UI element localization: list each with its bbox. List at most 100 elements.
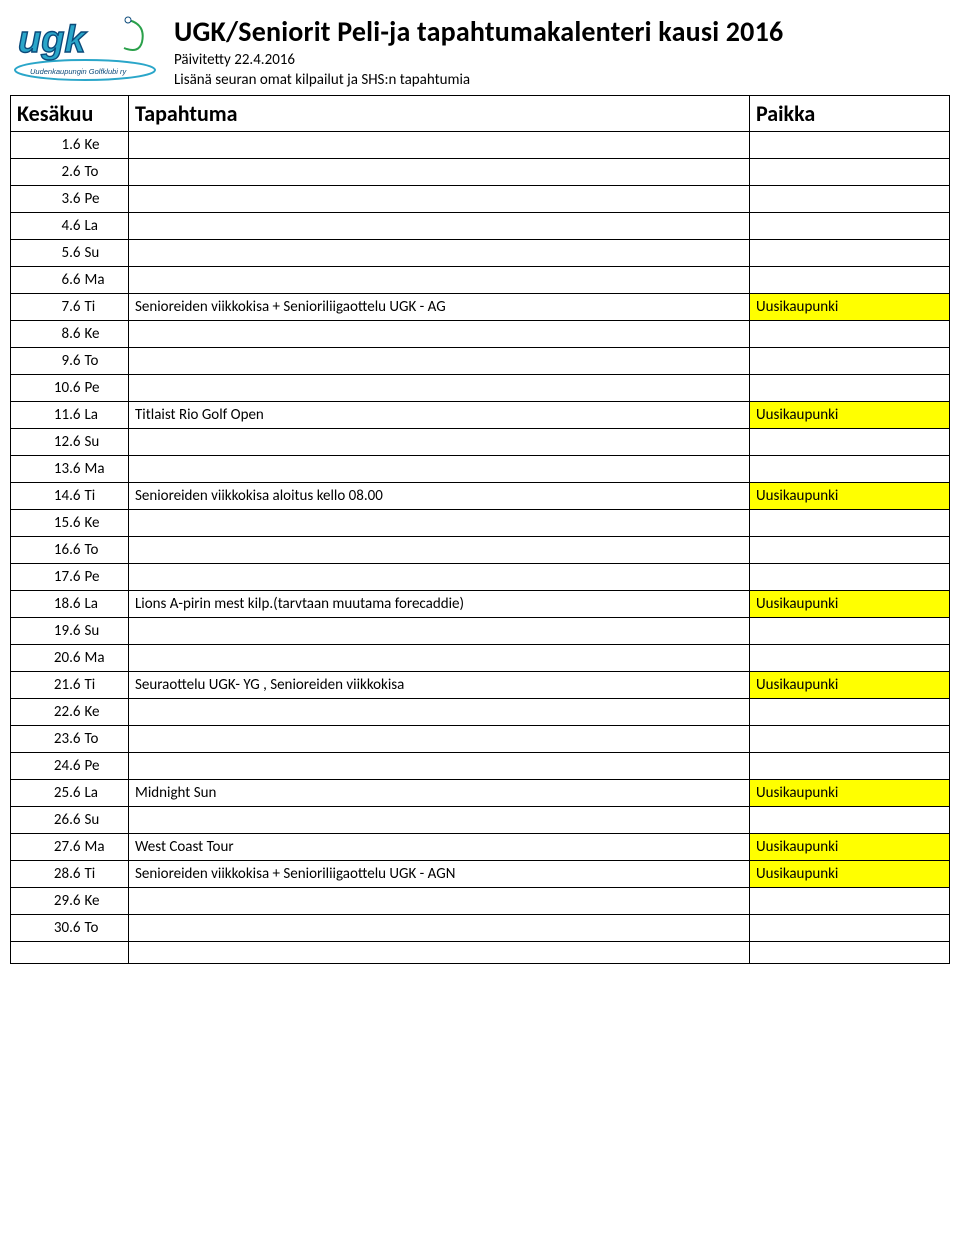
cell-event — [129, 132, 750, 159]
updated-line: Päivitetty 22.4.2016 — [174, 51, 950, 69]
cell-place — [750, 132, 950, 159]
table-row: 18.6LaLions A-pirin mest kilp.(tarvtaan … — [11, 591, 950, 618]
cell-day — [83, 942, 129, 964]
cell-day: Su — [83, 429, 129, 456]
cell-date: 9.6 — [11, 348, 83, 375]
cell-event: Titlaist Rio Golf Open — [129, 402, 750, 429]
cell-date: 24.6 — [11, 753, 83, 780]
cell-day: Ke — [83, 321, 129, 348]
cell-place — [750, 645, 950, 672]
cell-date: 20.6 — [11, 645, 83, 672]
cell-event — [129, 537, 750, 564]
cell-place — [750, 321, 950, 348]
cell-place — [750, 186, 950, 213]
cell-event: Midnight Sun — [129, 780, 750, 807]
cell-day: Su — [83, 618, 129, 645]
cell-day: Ke — [83, 510, 129, 537]
cell-date: 25.6 — [11, 780, 83, 807]
table-row: 9.6To — [11, 348, 950, 375]
cell-day: Ke — [83, 132, 129, 159]
cell-event: Seuraottelu UGK- YG , Senioreiden viikko… — [129, 672, 750, 699]
cell-event — [129, 942, 750, 964]
logo-sub: Uudenkaupungin Golfklubi ry — [30, 67, 128, 76]
cell-event — [129, 699, 750, 726]
cell-date — [11, 942, 83, 964]
cell-day: Ti — [83, 861, 129, 888]
cell-place — [750, 915, 950, 942]
table-row: 7.6TiSenioreiden viikkokisa + Seniorilii… — [11, 294, 950, 321]
cell-event — [129, 915, 750, 942]
table-row: 6.6Ma — [11, 267, 950, 294]
cell-place — [750, 753, 950, 780]
cell-place: Uusikaupunki — [750, 780, 950, 807]
cell-place — [750, 429, 950, 456]
cell-place — [750, 240, 950, 267]
cell-date: 6.6 — [11, 267, 83, 294]
note-line: Lisänä seuran omat kilpailut ja SHS:n ta… — [174, 71, 950, 89]
cell-event — [129, 807, 750, 834]
table-head-row: Kesäkuu Tapahtuma Paikka — [11, 96, 950, 132]
cell-date: 19.6 — [11, 618, 83, 645]
cell-day: Su — [83, 807, 129, 834]
cell-place — [750, 618, 950, 645]
cell-event: Senioreiden viikkokisa aloitus kello 08.… — [129, 483, 750, 510]
cell-event — [129, 888, 750, 915]
cell-date: 7.6 — [11, 294, 83, 321]
cell-date: 27.6 — [11, 834, 83, 861]
table-row — [11, 942, 950, 964]
table-row: 29.6Ke — [11, 888, 950, 915]
table-row: 26.6Su — [11, 807, 950, 834]
table-row: 19.6Su — [11, 618, 950, 645]
cell-day: Ma — [83, 645, 129, 672]
cell-event — [129, 564, 750, 591]
table-row: 10.6Pe — [11, 375, 950, 402]
cell-day: Su — [83, 240, 129, 267]
table-row: 27.6MaWest Coast TourUusikaupunki — [11, 834, 950, 861]
cell-place: Uusikaupunki — [750, 483, 950, 510]
cell-date: 2.6 — [11, 159, 83, 186]
table-row: 11.6LaTitlaist Rio Golf OpenUusikaupunki — [11, 402, 950, 429]
head-event: Tapahtuma — [129, 96, 750, 132]
cell-event — [129, 186, 750, 213]
table-row: 14.6Ti Senioreiden viikkokisa aloitus ke… — [11, 483, 950, 510]
cell-date: 26.6 — [11, 807, 83, 834]
cell-date: 17.6 — [11, 564, 83, 591]
cell-date: 11.6 — [11, 402, 83, 429]
cell-event: Lions A-pirin mest kilp.(tarvtaan muutam… — [129, 591, 750, 618]
table-row: 23.6To — [11, 726, 950, 753]
cell-day: Ti — [83, 294, 129, 321]
cell-day: To — [83, 159, 129, 186]
cell-event — [129, 348, 750, 375]
table-row: 17.6Pe — [11, 564, 950, 591]
cell-date: 1.6 — [11, 132, 83, 159]
table-row: 4.6La — [11, 213, 950, 240]
cell-date: 22.6 — [11, 699, 83, 726]
cell-day: Ti — [83, 672, 129, 699]
table-row: 25.6LaMidnight SunUusikaupunki — [11, 780, 950, 807]
cell-day: La — [83, 780, 129, 807]
cell-day: Ma — [83, 267, 129, 294]
cell-date: 28.6 — [11, 861, 83, 888]
cell-day: To — [83, 537, 129, 564]
cell-day: La — [83, 591, 129, 618]
head-place: Paikka — [750, 96, 950, 132]
logo-text: ugk — [18, 19, 87, 61]
cell-day: Pe — [83, 186, 129, 213]
cell-date: 16.6 — [11, 537, 83, 564]
table-row: 5.6Su — [11, 240, 950, 267]
cell-place — [750, 213, 950, 240]
cell-day: La — [83, 213, 129, 240]
cell-place — [750, 537, 950, 564]
page-title: UGK/Seniorit Peli-ja tapahtumakalenteri … — [174, 14, 950, 49]
cell-place — [750, 348, 950, 375]
cell-place — [750, 375, 950, 402]
cell-date: 10.6 — [11, 375, 83, 402]
title-block: UGK/Seniorit Peli-ja tapahtumakalenteri … — [174, 10, 950, 89]
table-row: 3.6Pe — [11, 186, 950, 213]
table-row: 2.6To — [11, 159, 950, 186]
cell-place: Uusikaupunki — [750, 294, 950, 321]
cell-place — [750, 807, 950, 834]
cell-event — [129, 321, 750, 348]
cell-day: Ma — [83, 456, 129, 483]
cell-place — [750, 456, 950, 483]
